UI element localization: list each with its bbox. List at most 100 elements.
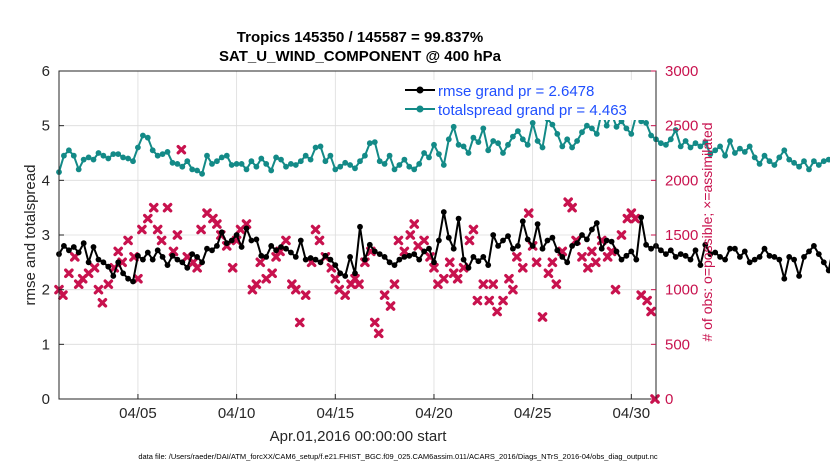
rmse-point	[105, 263, 112, 270]
obs-marker	[543, 268, 554, 279]
rmse-point	[268, 243, 275, 249]
rmse-point	[667, 247, 674, 254]
rmse-point	[584, 236, 590, 243]
rmse-point	[347, 254, 353, 260]
totalspread-point	[697, 143, 704, 150]
x-tick-label: 04/20	[415, 405, 453, 422]
totalspread-point	[144, 134, 151, 141]
y2-tick-label: 2500	[665, 118, 698, 135]
totalspread-point	[500, 150, 506, 156]
totalspread-point	[569, 144, 575, 151]
totalspread-point	[376, 158, 383, 165]
rmse-point	[426, 245, 432, 252]
rmse-point	[218, 229, 225, 236]
rmse-point	[391, 262, 398, 268]
rmse-point	[539, 245, 546, 252]
obs-marker	[64, 268, 74, 279]
rmse-point	[593, 220, 600, 226]
rmse-point	[366, 241, 373, 248]
totalspread-point	[154, 152, 161, 159]
rmse-point	[386, 259, 393, 266]
rmse-point	[756, 254, 763, 260]
totalspread-point	[564, 136, 571, 143]
rmse-point	[638, 214, 645, 221]
rmse-point	[682, 252, 689, 259]
y-tick-label: 3	[42, 227, 50, 244]
totalspread-point	[707, 151, 714, 158]
totalspread-point	[95, 150, 102, 156]
rmse-point	[312, 256, 319, 263]
obs-marker	[192, 263, 202, 273]
axis-layer: 0 1 2 3 4 5 6 0 500 1000 1500 2000 2500 3000 04/05 04/1…	[42, 63, 699, 422]
rmse-point	[825, 267, 830, 274]
totalspread-point	[70, 152, 77, 159]
rmse-point	[371, 248, 378, 255]
totalspread-point	[643, 120, 649, 126]
y-tick-label: 4	[42, 172, 50, 189]
totalspread-point	[603, 122, 610, 129]
rmse-point	[771, 254, 778, 260]
totalspread-point	[75, 166, 82, 173]
obs-marker	[517, 263, 528, 273]
totalspread-point	[534, 138, 541, 144]
obs-marker	[310, 224, 321, 235]
rmse-point	[648, 245, 654, 252]
rmse-point	[544, 237, 551, 244]
rmse-point	[70, 244, 77, 250]
rmse-point	[589, 226, 595, 233]
obs-marker	[389, 279, 400, 289]
rmse-point	[169, 252, 176, 259]
y-tick-label: 5	[42, 118, 50, 135]
rmse-point	[357, 223, 363, 230]
totalspread-point	[352, 165, 358, 172]
totalspread-point	[677, 143, 684, 150]
totalspread-point	[391, 166, 398, 173]
rmse-point	[352, 270, 358, 277]
totalspread-point	[796, 163, 802, 170]
obs-marker	[294, 317, 305, 328]
totalspread-point	[440, 162, 447, 168]
rmse-point	[194, 254, 201, 260]
rmse-point	[554, 247, 561, 254]
totalspread-point	[238, 161, 245, 167]
rmse-point	[766, 252, 773, 259]
rmse-point	[302, 256, 309, 263]
rmse-point	[396, 256, 403, 263]
obs-marker	[251, 279, 262, 289]
totalspread-point	[199, 170, 206, 177]
totalspread-point	[559, 143, 566, 150]
y-tick-label: 6	[42, 63, 50, 80]
totalspread-point	[312, 144, 319, 151]
obs-marker	[373, 328, 384, 339]
legend-marker-rmse	[416, 86, 424, 94]
totalspread-point	[613, 123, 620, 130]
totalspread-point	[702, 139, 709, 146]
totalspread-point	[445, 136, 452, 143]
totalspread-point	[741, 149, 748, 155]
rmse-point	[421, 248, 427, 255]
totalspread-point	[80, 156, 87, 163]
obs-marker	[196, 224, 206, 235]
totalspread-point	[746, 143, 753, 150]
rmse-point	[475, 258, 482, 265]
rmse-point	[209, 247, 215, 254]
rmse-point	[692, 247, 699, 254]
totalspread-point	[436, 151, 442, 158]
obs-marker	[241, 219, 252, 229]
totalspread-point	[204, 152, 210, 159]
obs-marker	[93, 284, 104, 295]
legend-box	[403, 80, 655, 120]
rmse-point	[440, 209, 447, 215]
y2-tick-label: 500	[665, 336, 690, 353]
totalspread-point	[233, 161, 240, 167]
totalspread-point	[529, 120, 536, 126]
obs-marker	[409, 219, 420, 229]
totalspread-point	[539, 144, 546, 151]
rmse-point	[130, 278, 136, 285]
totalspread-point	[371, 139, 378, 146]
totalspread-point	[712, 147, 719, 154]
rmse-point	[263, 254, 270, 260]
rmse-point	[717, 254, 723, 260]
obs-marker	[464, 235, 475, 246]
